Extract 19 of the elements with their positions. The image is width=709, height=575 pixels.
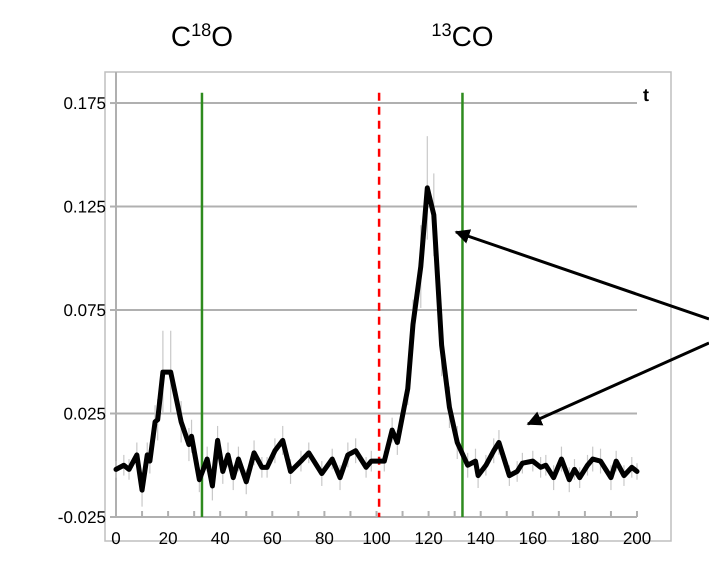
x-tick-label: 100 xyxy=(362,529,391,548)
y-tick-label: -0.025 xyxy=(58,508,106,527)
y-tick-label: 0.025 xyxy=(63,404,106,424)
y-tick-label: 0.175 xyxy=(63,94,106,113)
x-tick-label: 160 xyxy=(518,529,547,548)
x-tick-label: 200 xyxy=(622,529,652,548)
ref-line-label: $^{13}$CO xyxy=(431,20,494,52)
x-tick-label: 140 xyxy=(466,529,495,548)
x-tick-label: 80 xyxy=(314,529,334,548)
y-tick-label: 0.125 xyxy=(63,197,106,216)
x-tick-label: 40 xyxy=(210,529,230,548)
x-tick-label: 60 xyxy=(262,529,282,548)
ref-line-label: C$^{18}$O xyxy=(170,20,234,52)
y-tick-label: 0.075 xyxy=(63,300,106,320)
text: t xyxy=(643,84,649,105)
x-tick-label: 180 xyxy=(570,529,600,548)
x-tick-label: 120 xyxy=(414,529,443,548)
x-tick-label: 20 xyxy=(158,529,178,548)
x-tick-label: 0 xyxy=(111,529,121,548)
